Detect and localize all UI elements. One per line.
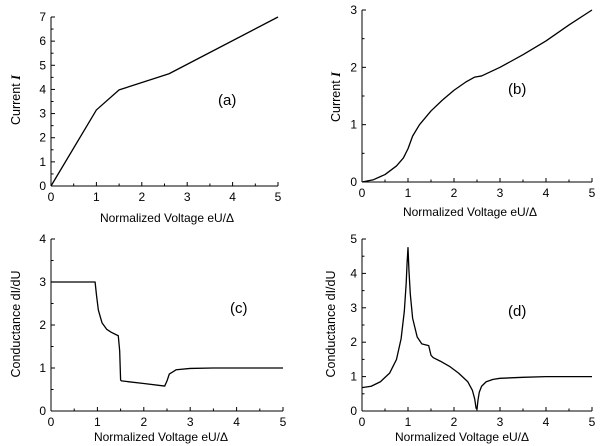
panel-b-xtick-label: 3	[497, 186, 504, 200]
panel-b-xtick-label: 2	[451, 186, 458, 200]
panel-d-label: (d)	[508, 303, 526, 320]
panel-d-xtick-label: 2	[451, 415, 458, 429]
panel-c-ytick-label: 4	[39, 232, 46, 246]
panel-a-ytick-label: 1	[39, 155, 46, 169]
panel-c-label: (c)	[230, 300, 248, 317]
panel-c-xtick-label: 5	[280, 415, 287, 429]
panel-a-ytick-label: 3	[39, 107, 46, 121]
panel-d-ytick-label: 2	[350, 335, 357, 349]
panel-a-ylabel: Current I	[9, 74, 23, 125]
panel-b: 0 1 2 3 4 5 0 1 2 3 (b) Normalized Voltage eU/Δ C…	[329, 3, 596, 219]
panel-b-ytick-label: 0	[350, 175, 357, 189]
panel-d-ytick-label: 1	[350, 370, 357, 384]
panel-d-xtick-label: 0	[359, 415, 366, 429]
panel-a-ytick-label: 5	[39, 58, 46, 72]
panel-c-xtick-label: 4	[233, 415, 240, 429]
panel-a-xtick-label: 2	[138, 190, 145, 204]
panel-c-ylabel: Conductance dI/dU	[9, 270, 23, 377]
panel-a-ytick-label: 7	[39, 10, 46, 24]
panel-d-ytick-label: 0	[350, 404, 357, 418]
panel-a-ytick-label: 2	[39, 131, 46, 145]
panel-c-ytick-label: 3	[39, 275, 46, 289]
panel-c-ytick-label: 2	[39, 318, 46, 332]
panel-b-curve	[361, 9, 593, 183]
panel-d: 0 1 2 3 4 5 0 1 2 3 4 5 (d) Normalized Voltage eU/Δ…	[324, 232, 596, 444]
panel-d-plot: 0 1 2 3 4 5 0 1 2 3 4 5	[350, 232, 595, 429]
panel-a-ylabel-symbol: I	[9, 74, 23, 81]
panel-a-xlabel: Normalized Voltage eU/Δ	[100, 211, 234, 225]
panel-b-xlabel: Normalized Voltage eU/Δ	[403, 205, 537, 219]
panel-b-ytick-label: 3	[350, 3, 357, 17]
panel-a-ylabel-text: Current	[9, 83, 23, 125]
panel-c-xtick-label: 2	[140, 415, 147, 429]
panel-a-label: (a)	[218, 92, 236, 109]
panel-d-xtick-label: 3	[497, 415, 504, 429]
panel-c-plot: 0 1 2 3 4 5 0 1 2 3 4	[39, 232, 286, 429]
panel-c-ytick-label: 0	[39, 404, 46, 418]
panel-a-ytick-label: 0	[39, 179, 46, 193]
panel-b-xtick-label: 4	[543, 186, 550, 200]
panel-a-curve	[50, 16, 279, 187]
panel-d-xtick-label: 5	[589, 415, 596, 429]
panel-a: 0 1 2 3 4 5 0 1 2 3 4 5 6 7 (a) Normalized Voltage eU…	[9, 10, 282, 225]
panel-c-xtick-label: 3	[187, 415, 194, 429]
panel-a-ytick-label: 4	[39, 82, 46, 96]
panel-c-xlabel: Normalized Voltage eU/Δ	[94, 430, 228, 444]
panel-b-ylabel: Current I	[329, 71, 343, 122]
panel-a-ytick-label: 6	[39, 34, 46, 48]
panel-b-xtick-label: 0	[359, 186, 366, 200]
panel-a-plot: 0 1 2 3 4 5 0 1 2 3 4 5 6 7	[39, 10, 281, 204]
panel-d-xtick-label: 1	[405, 415, 412, 429]
panel-c-xtick-label: 1	[94, 415, 101, 429]
panel-a-xtick-label: 4	[229, 190, 236, 204]
panel-b-xtick-label: 1	[405, 186, 412, 200]
panel-c-ytick-label: 1	[39, 361, 46, 375]
panel-b-xtick-label: 5	[589, 186, 596, 200]
panel-b-label: (b)	[508, 81, 526, 98]
panel-a-xtick-label: 5	[275, 190, 282, 204]
panel-b-ytick-label: 1	[350, 118, 357, 132]
panel-d-xtick-label: 4	[543, 415, 550, 429]
panel-d-ytick-label: 3	[350, 301, 357, 315]
panel-b-ylabel-text: Current	[329, 80, 343, 122]
panel-b-plot: 0 1 2 3 4 5 0 1 2 3	[350, 3, 595, 200]
panel-d-ylabel: Conductance dI/dU	[324, 270, 338, 377]
panel-d-curve	[361, 246, 592, 410]
panel-c-curve	[51, 281, 283, 387]
panel-a-xtick-label: 0	[48, 190, 55, 204]
panel-c-xtick-label: 0	[48, 415, 55, 429]
panel-a-xtick-label: 1	[93, 190, 100, 204]
panel-d-ytick-label: 4	[350, 266, 357, 280]
panel-b-ylabel-symbol: I	[329, 71, 343, 78]
panel-d-xlabel: Normalized Voltage eU/Δ	[395, 430, 529, 444]
panel-a-xtick-label: 3	[184, 190, 191, 204]
panel-d-ytick-label: 5	[350, 232, 357, 246]
panel-b-ytick-label: 2	[350, 60, 357, 74]
